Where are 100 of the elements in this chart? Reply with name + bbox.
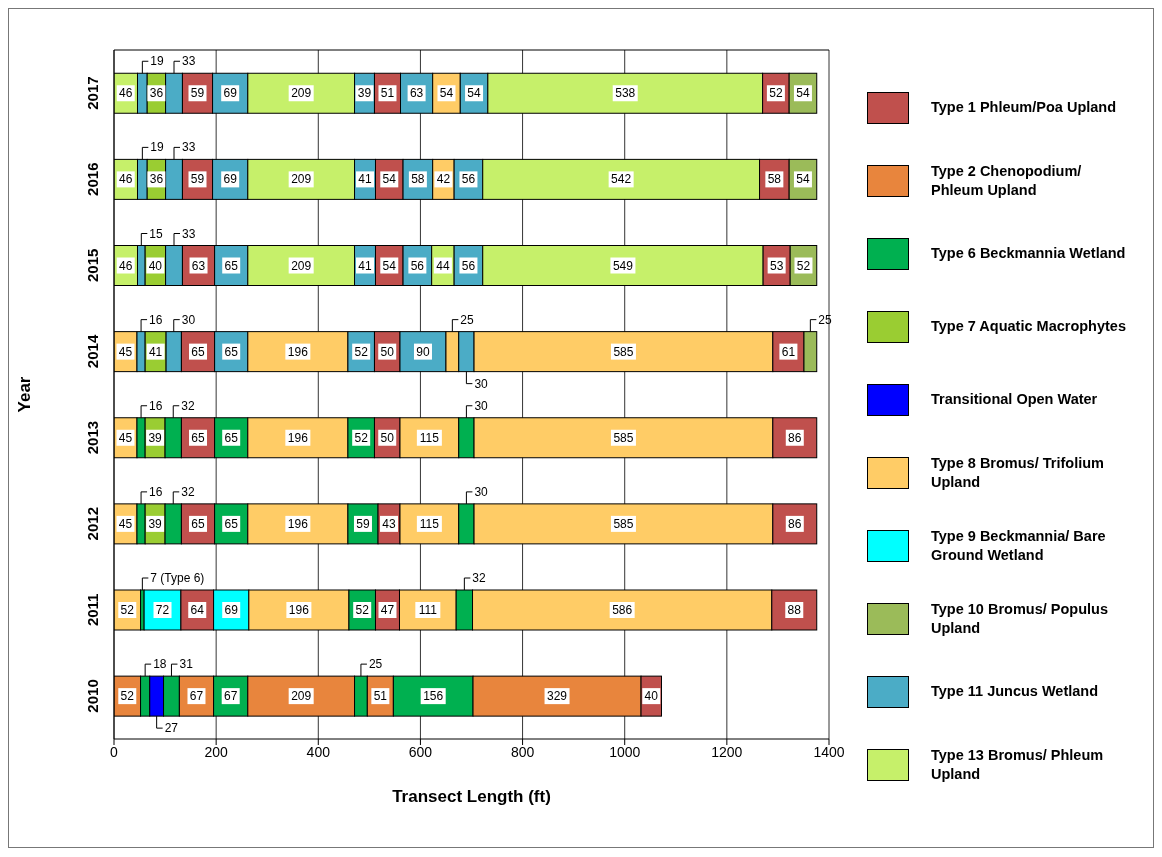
data-label: 50 [380,344,395,359]
data-label: 46 [119,172,133,187]
data-label: 59 [190,172,205,187]
data-label: 52 [120,603,135,617]
x-tick-label: 400 [306,743,331,760]
data-label: 115 [419,430,440,445]
legend-label: Type 8 Bromus/ Trifolium Upland [931,453,1105,492]
data-label: 196 [287,430,309,445]
data-label: 86 [788,430,802,445]
data-label: 33 [182,140,196,155]
data-label: 36 [149,172,164,187]
data-label: 59 [356,516,370,531]
data-label: 41 [148,344,163,359]
data-label: 58 [411,172,425,187]
data-label: 65 [191,430,206,445]
data-label: 52 [354,430,369,445]
data-label: 51 [373,689,388,704]
y-tick-label: 2015 [84,248,101,282]
legend-label: Type 7 Aquatic Macrophytes [931,317,1127,336]
data-label: 27 [164,721,179,736]
data-label: 53 [769,258,784,273]
data-label: 115 [419,516,440,531]
data-label: 32 [472,571,487,585]
data-label: 15 [149,226,163,241]
data-label: 7 (Type 6) [150,571,205,585]
data-label: 59 [190,86,205,101]
data-label: 54 [796,172,810,187]
data-label: 40 [148,258,163,273]
data-label: 45 [118,516,133,531]
data-label: 86 [788,516,802,531]
legend-label: Type 13 Bromus/ Phleum Upland [931,745,1105,784]
y-tick-label: 2010 [84,679,101,713]
data-label: 69 [223,172,238,187]
data-label: 36 [149,86,164,101]
data-label: 209 [291,172,312,187]
data-label: 56 [461,258,476,273]
data-label: 65 [191,516,206,531]
data-label: 329 [547,689,568,704]
data-label: 65 [224,258,239,273]
data-label: 30 [474,398,489,413]
legend-label: Type 11 Juncus Wetland [931,682,1100,701]
x-axis-title: Transect Length (ft) [392,787,551,806]
data-label: 52 [354,344,369,359]
data-label: 585 [613,516,634,531]
data-label: 43 [382,516,397,531]
data-label: 538 [615,86,636,101]
data-label: 44 [436,258,450,273]
data-label: 111 [418,603,438,617]
data-label: 54 [796,86,810,101]
data-label: 39 [148,516,163,531]
data-label: 25 [368,657,383,672]
data-label: 196 [287,516,309,531]
data-label: 41 [358,258,373,273]
y-tick-label: 2017 [84,76,101,110]
data-label: 19 [150,140,165,155]
data-label: 67 [189,689,204,704]
legend-label: Transitional Open Water [931,390,1099,409]
legend-label: Type 10 Bromus/ Populus Upland [931,599,1109,638]
data-label: 18 [153,657,167,672]
data-label: 542 [611,172,632,187]
data-label: 46 [119,258,133,273]
data-label: 39 [148,430,163,445]
data-label: 50 [380,430,395,445]
y-axis-title: Year [15,376,35,413]
data-label: 46 [119,86,133,101]
data-label: 52 [769,86,783,101]
data-label: 585 [613,344,634,359]
data-label: 51 [380,86,395,101]
data-label: 52 [120,689,135,704]
y-tick-label: 2011 [84,593,101,627]
y-tick-label: 2016 [84,162,101,196]
data-label: 41 [358,172,373,187]
data-label: 25 [818,312,833,327]
data-label: 56 [410,258,425,273]
data-label: 30 [474,376,489,391]
data-label: 54 [382,172,397,187]
data-label: 61 [781,344,796,359]
y-tick-label: 2014 [84,334,101,369]
data-label: 209 [291,86,312,101]
data-label: 65 [224,430,239,445]
data-label: 63 [191,258,206,273]
data-label: 156 [423,689,444,704]
data-label: 45 [118,344,133,359]
data-label: 33 [182,54,196,69]
data-label: 90 [416,344,430,359]
data-label: 54 [439,86,454,101]
x-tick-label: 1200 [711,743,743,760]
data-label: 52 [355,603,370,617]
data-label: 47 [380,603,395,617]
data-label: 63 [409,86,424,101]
x-tick-label: 1400 [813,743,845,760]
data-label: 72 [155,603,170,617]
data-label: 69 [224,603,239,617]
data-label: 52 [796,258,811,273]
data-label: 58 [767,172,782,187]
data-label: 65 [224,516,239,531]
data-label: 54 [467,86,482,101]
data-label: 45 [118,430,133,445]
data-label: 32 [181,484,195,499]
data-label: 54 [382,258,397,273]
